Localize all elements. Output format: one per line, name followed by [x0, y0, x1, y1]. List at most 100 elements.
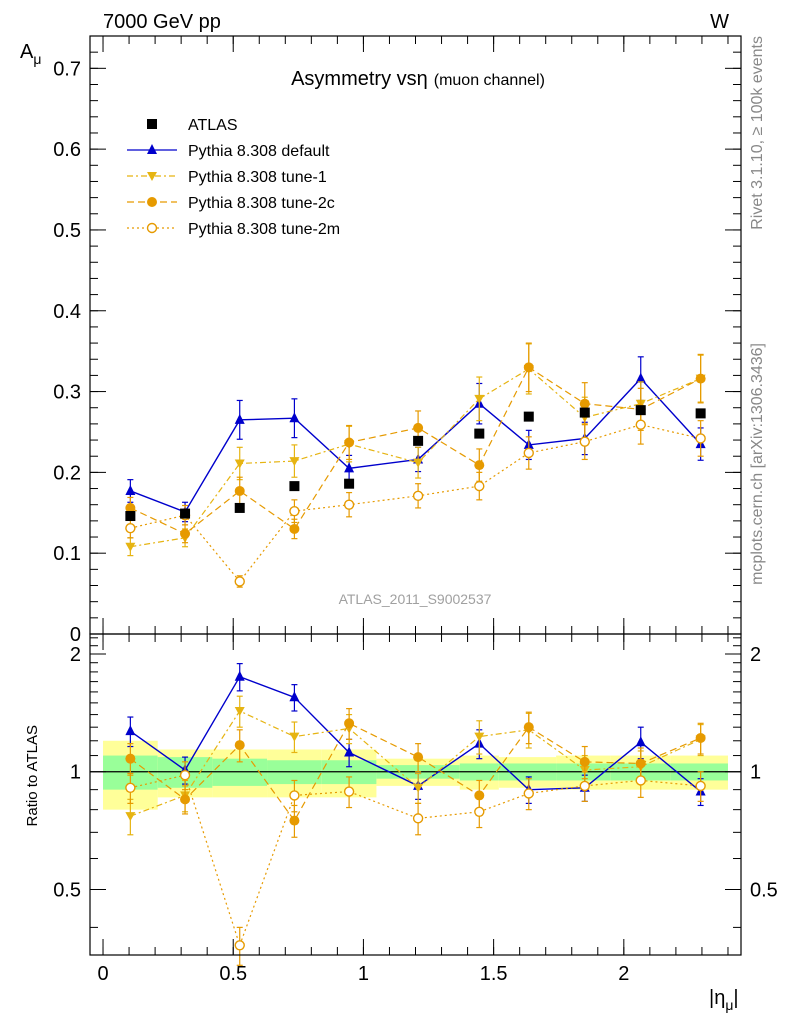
- y-tick-label: 0: [70, 624, 81, 646]
- ratio-point-pythia-8-308-tune-2m: [523, 788, 534, 799]
- main-point-pythia-8-308-default: [289, 412, 300, 423]
- ratio-y-tick-label-right: 1: [750, 762, 761, 784]
- main-point-atlas: [125, 511, 136, 522]
- main-point-atlas: [523, 411, 534, 422]
- main-point-pythia-8-308-tune-2m: [125, 522, 136, 534]
- main-point-atlas: [234, 502, 245, 513]
- main-point-pythia-8-308-tune-1: [125, 542, 136, 552]
- main-line-pythia-8-308-tune-2m: [130, 424, 701, 583]
- ratio-point-pythia-8-308-tune-2c: [234, 740, 245, 751]
- ratio-point-pythia-8-308-tune-2c: [523, 722, 534, 733]
- y-tick-label: 0.5: [53, 220, 81, 242]
- main-point-pythia-8-308-tune-2m: [523, 447, 534, 459]
- ratio-point-pythia-8-308-default: [344, 746, 355, 757]
- axes-ticks: 0 0.5 1 1.5 200.10.20.30.40.50.60.70.5 0.51 12…: [53, 36, 778, 985]
- ratio-point-pythia-8-308-tune-2c: [413, 752, 424, 763]
- main-point-pythia-8-308-tune-2c: [234, 485, 245, 496]
- ratio-point-pythia-8-308-tune-2c: [635, 758, 646, 769]
- ratio-point-pythia-8-308-tune-2m: [635, 775, 646, 786]
- x-axis-label-end: |: [733, 987, 738, 1009]
- ratio-point-pythia-8-308-tune-2c: [180, 794, 191, 805]
- ratio-y-tick-label-right: 0.5: [750, 879, 778, 901]
- main-point-atlas: [289, 481, 300, 492]
- chart-subtitle: (muon channel): [434, 72, 545, 89]
- main-point-pythia-8-308-tune-2c: [474, 460, 485, 471]
- ratio-point-pythia-8-308-tune-2m: [234, 940, 245, 951]
- chart-title-main: Asymmetry vsη: [291, 68, 428, 90]
- legend-label-pythia-8-308-tune-2m: Pythia 8.308 tune-2m: [188, 221, 340, 238]
- x-tick-label: 1: [358, 963, 369, 985]
- main-point-pythia-8-308-tune-2m: [635, 419, 646, 430]
- main-y-axis-label-main: A: [20, 41, 34, 63]
- main-point-atlas: [344, 478, 355, 489]
- legend-label-pythia-8-308-tune-1: Pythia 8.308 tune-1: [188, 169, 327, 186]
- legend-label-atlas: ATLAS: [188, 117, 238, 134]
- main-point-pythia-8-308-tune-2c: [289, 523, 300, 534]
- main-point-pythia-8-308-tune-2c: [523, 362, 534, 373]
- main-point-pythia-8-308-default: [234, 413, 245, 424]
- ratio-y-tick-label: 0.5: [53, 879, 81, 901]
- ratio-point-pythia-8-308-tune-2m: [179, 769, 191, 781]
- main-point-pythia-8-308-tune-2c: [413, 422, 424, 433]
- ratio-point-pythia-8-308-tune-1: [413, 783, 424, 793]
- main-point-pythia-8-308-default: [125, 484, 136, 495]
- ratio-point-pythia-8-308-tune-1: [289, 732, 300, 742]
- main-point-pythia-8-308-tune-2m: [579, 436, 590, 447]
- chart-title: Asymmetry vsη (muon channel): [291, 68, 545, 90]
- ratio-y-axis-label: Ratio to ATLAS: [24, 725, 41, 826]
- ratio-point-pythia-8-308-tune-2c: [289, 815, 300, 826]
- process-label: W: [710, 11, 729, 33]
- main-point-pythia-8-308-tune-2c: [125, 502, 136, 513]
- main-point-pythia-8-308-tune-1: [413, 458, 424, 468]
- x-tick-label: 0.5: [219, 963, 247, 985]
- main-point-pythia-8-308-tune-2c: [579, 398, 590, 409]
- x-tick-label: 0: [97, 963, 108, 985]
- series-pythia-8-308-tune-2m: [125, 404, 706, 966]
- main-point-pythia-8-308-tune-2m: [412, 490, 424, 502]
- ratio-point-pythia-8-308-tune-2m: [474, 806, 485, 817]
- x-tick-label: 2: [618, 963, 629, 985]
- data-series: [125, 342, 706, 966]
- ratio-point-pythia-8-308-tune-1: [234, 706, 245, 716]
- ratio-point-pythia-8-308-tune-2c: [579, 756, 590, 767]
- x-axis-label-main: |η: [709, 987, 725, 1009]
- main-point-atlas: [474, 428, 485, 439]
- y-tick-label: 0.3: [53, 382, 81, 404]
- legend-label-pythia-8-308-default: Pythia 8.308 default: [188, 143, 330, 160]
- panel-frames: [89, 35, 742, 956]
- main-point-pythia-8-308-tune-1: [234, 459, 245, 469]
- legend-marker-pythia-8-308-tune-2m: [146, 222, 158, 234]
- ratio-point-pythia-8-308-tune-2c: [344, 718, 355, 729]
- legend: ATLAS Pythia 8.308 default Pythia 8.308 tu…: [127, 117, 340, 238]
- main-point-atlas: [180, 508, 191, 519]
- main-point-pythia-8-308-tune-2c: [695, 373, 706, 384]
- ratio-y-tick-label-right: 2: [750, 644, 761, 666]
- series-pythia-8-308-tune-2c: [125, 342, 706, 838]
- main-point-atlas: [635, 405, 646, 416]
- ratio-point-pythia-8-308-tune-1: [474, 732, 485, 742]
- mcplots-reference-label: mcplots.cern.ch [arXiv:1306.3436]: [749, 343, 766, 585]
- legend-marker-pythia-8-308-tune-1: [147, 172, 157, 181]
- ratio-point-pythia-8-308-default: [125, 725, 136, 736]
- ratio-point-pythia-8-308-tune-2m: [343, 786, 355, 797]
- main-point-pythia-8-308-default: [635, 372, 646, 383]
- ratio-point-pythia-8-308-tune-1: [125, 812, 136, 822]
- main-point-atlas: [413, 435, 424, 446]
- ratio-point-pythia-8-308-default: [234, 670, 245, 681]
- y-tick-label: 0.2: [53, 462, 81, 484]
- x-axis-label: |ημ|: [709, 987, 739, 1013]
- ratio-panel-frame: [89, 633, 742, 956]
- main-point-pythia-8-308-tune-2m: [343, 499, 355, 510]
- main-point-pythia-8-308-default: [344, 462, 355, 473]
- y-tick-label: 0.7: [53, 58, 81, 80]
- ratio-point-pythia-8-308-tune-2m: [125, 782, 136, 793]
- ratio-point-pythia-8-308-default: [289, 691, 300, 702]
- ratio-y-tick-label: 1: [70, 762, 81, 784]
- analysis-watermark: ATLAS_2011_S9002537: [339, 591, 492, 607]
- legend-marker-atlas: [147, 119, 157, 129]
- main-point-pythia-8-308-tune-2c: [344, 437, 355, 448]
- legend-marker-pythia-8-308-tune-2c: [147, 197, 157, 207]
- energy-label: 7000 GeV pp: [103, 11, 221, 33]
- main-point-pythia-8-308-tune-1: [474, 394, 485, 404]
